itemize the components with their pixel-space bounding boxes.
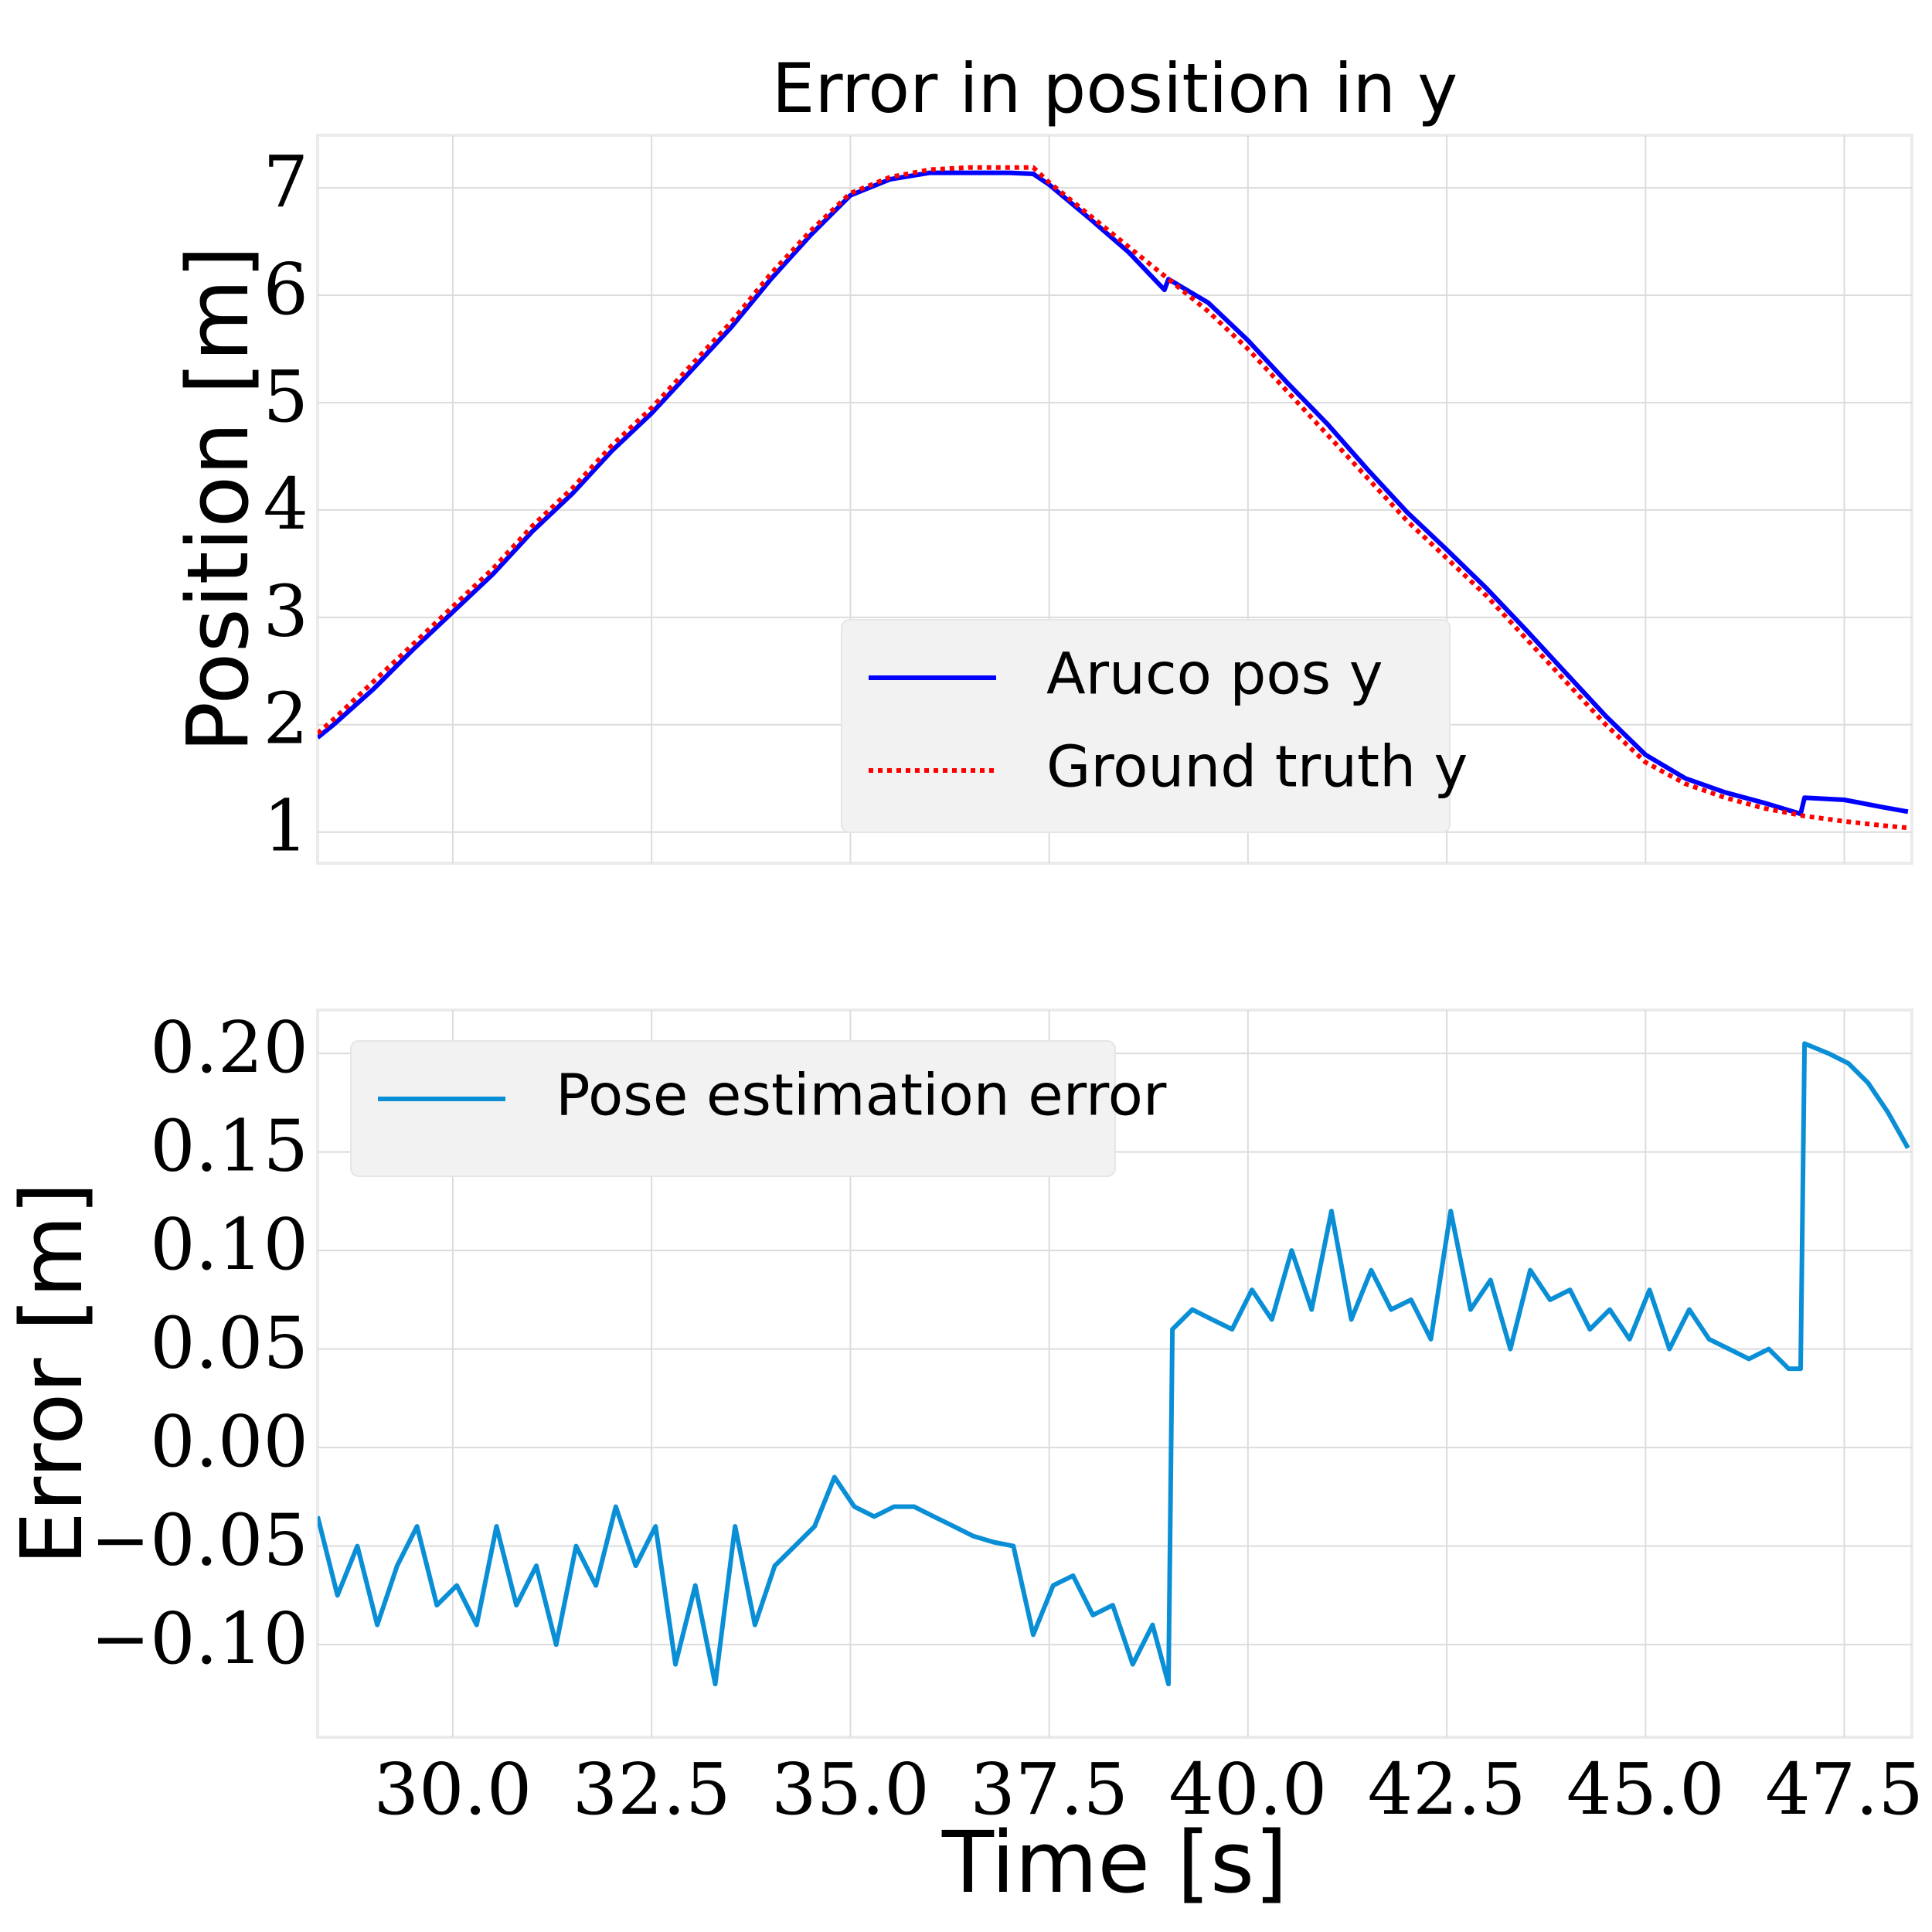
x-tick-label: 47.5 bbox=[1765, 1748, 1923, 1831]
x-tick-label: 37.5 bbox=[970, 1748, 1128, 1831]
legend-box bbox=[350, 1040, 1116, 1177]
chart-title: Error in position in y bbox=[772, 49, 1458, 128]
legend-label: Aruco pos y bbox=[1046, 641, 1383, 708]
data-line bbox=[318, 165, 1909, 831]
y-tick-label: 0.20 bbox=[150, 1006, 308, 1089]
y-tick-label: 1 bbox=[263, 785, 308, 868]
y-tick-label: 0.10 bbox=[150, 1203, 308, 1286]
y-axis-label: Position [m] bbox=[168, 246, 267, 753]
y-tick-label: −0.10 bbox=[90, 1597, 308, 1680]
legend-label: Ground truth y bbox=[1046, 734, 1468, 801]
y-tick-label: 7 bbox=[263, 141, 308, 223]
y-tick-label: 4 bbox=[263, 463, 308, 546]
y-tick-label: 6 bbox=[263, 248, 308, 331]
x-tick-label: 32.5 bbox=[573, 1748, 731, 1831]
y-tick-label: 2 bbox=[263, 678, 308, 760]
data-line bbox=[318, 1041, 1910, 1687]
legend-label: Pose estimation error bbox=[556, 1063, 1167, 1129]
x-tick-label: 35.0 bbox=[771, 1748, 930, 1831]
y-tick-label: 0.00 bbox=[150, 1400, 308, 1483]
y-tick-label: 3 bbox=[263, 570, 308, 653]
y-tick-label: 0.15 bbox=[150, 1105, 308, 1188]
x-tick-label: 40.0 bbox=[1168, 1748, 1327, 1831]
y-axis-label: Error [m] bbox=[2, 1182, 101, 1565]
x-tick-label: 45.0 bbox=[1566, 1748, 1725, 1831]
y-tick-label: 5 bbox=[263, 355, 308, 438]
x-tick-label: 30.0 bbox=[373, 1748, 532, 1831]
data-line bbox=[318, 170, 1909, 817]
x-tick-label: 42.5 bbox=[1368, 1748, 1526, 1831]
y-tick-label: 0.05 bbox=[150, 1302, 308, 1385]
legend-box bbox=[841, 619, 1451, 833]
y-tick-label: −0.05 bbox=[90, 1499, 308, 1582]
x-axis-label: Time [s] bbox=[941, 1813, 1287, 1912]
